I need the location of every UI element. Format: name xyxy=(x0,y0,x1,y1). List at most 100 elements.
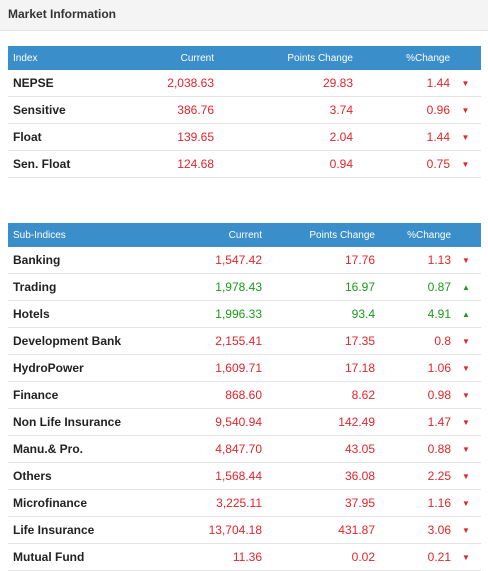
table-row: HydroPower 1,609.71 17.18 1.06 ▼ xyxy=(8,354,481,382)
row-current: 139.65 xyxy=(108,123,214,151)
table-row: Development Bank 2,155.41 17.35 0.8 ▼ xyxy=(8,327,481,355)
row-current: 124.68 xyxy=(108,150,214,178)
col-arrow xyxy=(450,46,481,70)
row-current: 4,847.70 xyxy=(158,435,262,463)
row-name: Others xyxy=(8,462,158,490)
table-row: Trading 1,978.43 16.97 0.87 ▲ xyxy=(8,273,481,301)
col-points-change: Points Change xyxy=(214,46,353,70)
row-current: 868.60 xyxy=(158,381,262,409)
row-name: Non Life Insurance xyxy=(8,408,158,436)
table-row: Microfinance 3,225.11 37.95 1.16 ▼ xyxy=(8,489,481,517)
row-current: 2,155.41 xyxy=(158,327,262,355)
row-points-change: 93.4 xyxy=(262,300,375,328)
row-current: 3,225.11 xyxy=(158,489,262,517)
triangle-down-icon: ▼ xyxy=(451,435,481,463)
row-name: Sensitive xyxy=(8,96,108,124)
panel-header: Market Information xyxy=(0,0,488,31)
triangle-down-icon: ▼ xyxy=(450,123,481,151)
row-points-change: 17.35 xyxy=(262,327,375,355)
table-row: NEPSE 2,038.63 29.83 1.44 ▼ xyxy=(8,70,481,97)
triangle-down-icon: ▼ xyxy=(451,354,481,382)
table-row: Manu.& Pro. 4,847.70 43.05 0.88 ▼ xyxy=(8,435,481,463)
col-pct-change: %Change xyxy=(375,223,451,247)
col-current: Current xyxy=(158,223,262,247)
row-pct-change: 0.88 xyxy=(375,435,451,463)
triangle-down-icon: ▼ xyxy=(451,327,481,355)
row-points-change: 29.83 xyxy=(214,70,353,97)
table-row: Hotels 1,996.33 93.4 4.91 ▲ xyxy=(8,300,481,328)
row-current: 1,978.43 xyxy=(158,273,262,301)
row-pct-change: 0.75 xyxy=(353,150,450,178)
row-points-change: 16.97 xyxy=(262,273,375,301)
triangle-down-icon: ▼ xyxy=(451,247,481,274)
row-current: 1,547.42 xyxy=(158,247,262,274)
table-row: Sen. Float 124.68 0.94 0.75 ▼ xyxy=(8,150,481,178)
triangle-down-icon: ▼ xyxy=(450,150,481,178)
row-points-change: 17.76 xyxy=(262,247,375,274)
row-points-change: 36.08 xyxy=(262,462,375,490)
row-name: Development Bank xyxy=(8,327,158,355)
row-name: Hotels xyxy=(8,300,158,328)
row-pct-change: 1.44 xyxy=(353,70,450,97)
triangle-down-icon: ▼ xyxy=(451,408,481,436)
col-current: Current xyxy=(108,46,214,70)
row-pct-change: 4.91 xyxy=(375,300,451,328)
row-pct-change: 2.25 xyxy=(375,462,451,490)
row-name: Life Insurance xyxy=(8,516,158,544)
table-row: Non Life Insurance 9,540.94 142.49 1.47 ▼ xyxy=(8,408,481,436)
table-row: Float 139.65 2.04 1.44 ▼ xyxy=(8,123,481,151)
row-name: Finance xyxy=(8,381,158,409)
row-current: 1,996.33 xyxy=(158,300,262,328)
triangle-down-icon: ▼ xyxy=(451,543,481,571)
row-current: 1,568.44 xyxy=(158,462,262,490)
row-pct-change: 3.06 xyxy=(375,516,451,544)
row-pct-change: 0.96 xyxy=(353,96,450,124)
triangle-down-icon: ▼ xyxy=(450,96,481,124)
sub-indices-table-header: Sub-Indices Current Points Change %Chang… xyxy=(8,223,481,247)
row-pct-change: 1.13 xyxy=(375,247,451,274)
row-current: 11.36 xyxy=(158,543,262,571)
table-row: Mutual Fund 11.36 0.02 0.21 ▼ xyxy=(8,543,481,571)
row-pct-change: 0.98 xyxy=(375,381,451,409)
row-points-change: 3.74 xyxy=(214,96,353,124)
col-sub-indices: Sub-Indices xyxy=(8,223,158,247)
row-points-change: 37.95 xyxy=(262,489,375,517)
triangle-down-icon: ▼ xyxy=(451,516,481,544)
table-row: Others 1,568.44 36.08 2.25 ▼ xyxy=(8,462,481,490)
row-pct-change: 1.44 xyxy=(353,123,450,151)
row-name: Manu.& Pro. xyxy=(8,435,158,463)
triangle-up-icon: ▲ xyxy=(451,273,481,301)
triangle-down-icon: ▼ xyxy=(450,70,481,97)
row-current: 1,609.71 xyxy=(158,354,262,382)
row-pct-change: 0.87 xyxy=(375,273,451,301)
table-row: Life Insurance 13,704.18 431.87 3.06 ▼ xyxy=(8,516,481,544)
row-pct-change: 1.47 xyxy=(375,408,451,436)
col-arrow xyxy=(451,223,481,247)
row-pct-change: 1.16 xyxy=(375,489,451,517)
row-name: Float xyxy=(8,123,108,151)
row-name: Mutual Fund xyxy=(8,543,158,571)
row-points-change: 0.94 xyxy=(214,150,353,178)
row-current: 13,704.18 xyxy=(158,516,262,544)
row-name: NEPSE xyxy=(8,70,108,97)
table-row: Sensitive 386.76 3.74 0.96 ▼ xyxy=(8,96,481,124)
col-points-change: Points Change xyxy=(262,223,375,247)
row-points-change: 43.05 xyxy=(262,435,375,463)
row-points-change: 17.18 xyxy=(262,354,375,382)
table-row: Finance 868.60 8.62 0.98 ▼ xyxy=(8,381,481,409)
sub-indices-table: Sub-Indices Current Points Change %Chang… xyxy=(8,223,481,571)
row-points-change: 431.87 xyxy=(262,516,375,544)
index-table-header: Index Current Points Change %Change xyxy=(8,46,481,70)
row-pct-change: 0.21 xyxy=(375,543,451,571)
panel-title: Market Information xyxy=(8,7,117,21)
col-index: Index xyxy=(8,46,108,70)
row-points-change: 2.04 xyxy=(214,123,353,151)
col-pct-change: %Change xyxy=(353,46,450,70)
row-pct-change: 0.8 xyxy=(375,327,451,355)
row-name: Trading xyxy=(8,273,158,301)
row-points-change: 0.02 xyxy=(262,543,375,571)
row-name: Banking xyxy=(8,247,158,274)
row-pct-change: 1.06 xyxy=(375,354,451,382)
row-name: Microfinance xyxy=(8,489,158,517)
row-name: Sen. Float xyxy=(8,150,108,178)
